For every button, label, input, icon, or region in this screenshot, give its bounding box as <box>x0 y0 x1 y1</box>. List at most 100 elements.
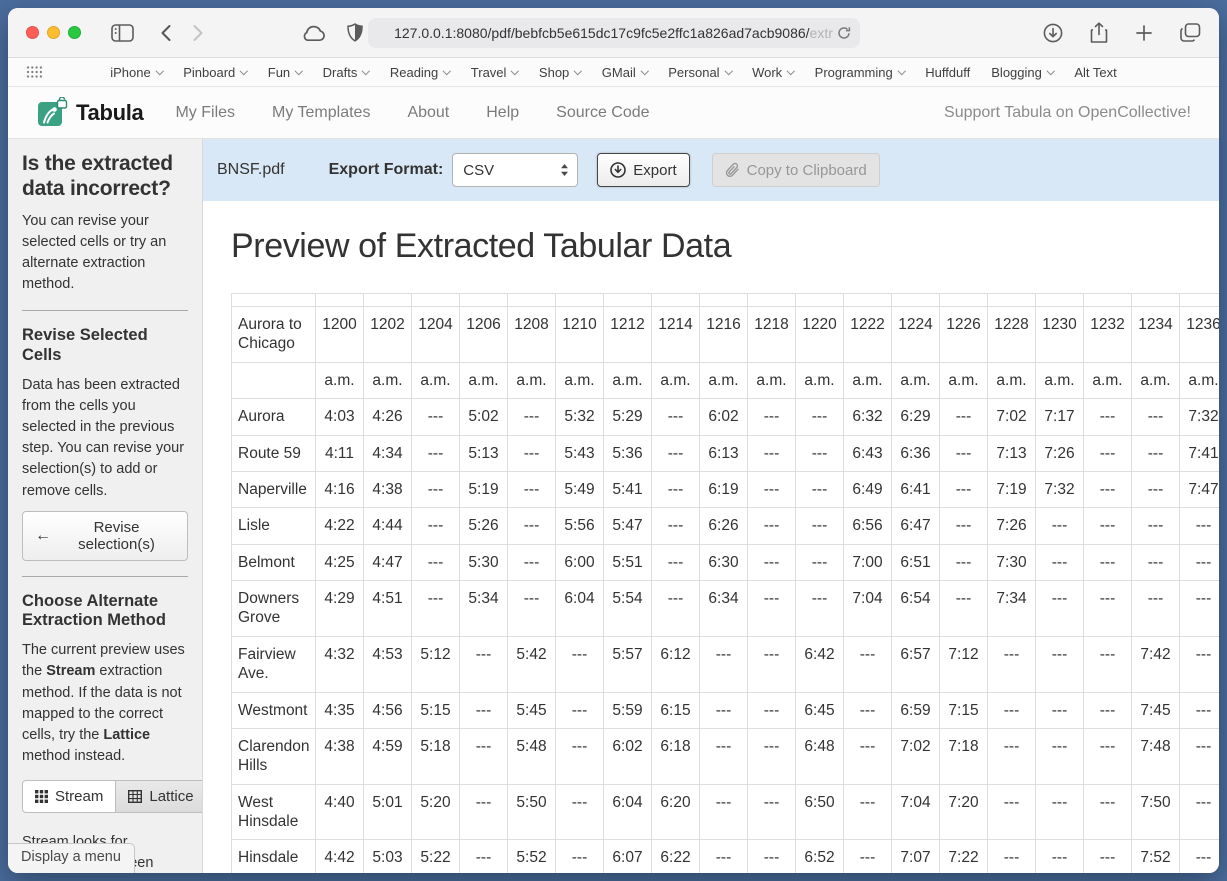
table-header-row: Aurora to Chicago 1200 1202 1204 1206 1208 121… <box>231 306 1219 363</box>
time-cell: --- <box>507 580 556 637</box>
time-cell: --- <box>1131 470 1180 509</box>
nav-my-templates[interactable]: My Templates <box>272 103 371 121</box>
time-cell: --- <box>1179 727 1219 785</box>
station-cell: Westmont <box>231 691 316 729</box>
downloads-icon[interactable] <box>1043 23 1063 43</box>
bookmark-item[interactable]: Pinboard <box>183 65 248 80</box>
time-cell: 7:17 <box>1035 398 1084 436</box>
train-number-cell: 1232 <box>1083 306 1132 363</box>
export-format-select[interactable]: CSV <box>452 153 579 187</box>
privacy-shield-icon[interactable] <box>347 23 363 42</box>
bookmark-item[interactable]: Alt Text <box>1074 64 1117 80</box>
time-cell: 7:13 <box>987 434 1036 472</box>
time-cell: 6:59 <box>891 691 940 729</box>
chevron-down-icon <box>511 66 520 75</box>
time-cell: --- <box>411 543 460 582</box>
time-cell: 7:52 <box>1131 839 1180 873</box>
bookmark-item[interactable]: Work <box>752 65 795 80</box>
time-cell: --- <box>651 434 700 472</box>
station-cell: West Hinsdale <box>231 783 316 841</box>
empty-cell <box>795 293 844 307</box>
stream-method-button[interactable]: Stream <box>22 780 117 814</box>
export-button[interactable]: Export <box>597 153 690 187</box>
share-icon[interactable] <box>1090 21 1108 44</box>
time-cell: --- <box>939 580 988 637</box>
time-cell: 6:57 <box>891 635 940 693</box>
time-cell: --- <box>411 470 460 509</box>
time-cell: 6:36 <box>891 434 940 472</box>
time-cell: --- <box>651 580 700 637</box>
nav-source-code[interactable]: Source Code <box>556 103 650 121</box>
minimize-window-button[interactable] <box>47 26 60 39</box>
station-cell: Route 59 <box>231 434 316 472</box>
empty-cell <box>939 293 988 307</box>
time-cell: --- <box>507 543 556 582</box>
bookmark-item[interactable]: Travel <box>471 65 520 80</box>
bookmark-item[interactable]: Fun <box>268 65 303 80</box>
bookmark-item[interactable]: Shop <box>539 65 582 80</box>
time-cell: 6:04 <box>603 783 652 841</box>
zoom-window-button[interactable] <box>68 26 81 39</box>
nav-about[interactable]: About <box>407 103 450 121</box>
divider <box>22 575 188 577</box>
bookmark-item[interactable]: Blogging <box>991 65 1055 80</box>
sidebar-intro: You can revise your selected cells or tr… <box>22 212 167 292</box>
close-window-button[interactable] <box>26 26 39 39</box>
time-cell: 5:47 <box>603 507 652 545</box>
time-cell: 7:12 <box>939 635 988 693</box>
time-cell: 6:18 <box>651 727 700 785</box>
bookmark-item[interactable]: Huffduff <box>925 64 971 80</box>
bookmark-item[interactable]: Reading <box>390 65 451 80</box>
back-button[interactable] <box>160 24 171 42</box>
time-cell: 4:56 <box>363 691 412 729</box>
empty-cell <box>1083 293 1132 307</box>
support-link[interactable]: Support Tabula on OpenCollective! <box>944 103 1191 121</box>
bookmark-item[interactable]: Personal <box>668 65 733 80</box>
preview-content: Preview of Extracted Tabular Data Aurora… <box>203 201 1219 873</box>
bookmark-item[interactable]: Drafts <box>323 65 370 80</box>
train-number-cell: 1204 <box>411 306 460 363</box>
time-cell: 6:29 <box>891 398 940 436</box>
time-cell: --- <box>651 470 700 509</box>
empty-cell <box>891 293 940 307</box>
time-cell: --- <box>1083 398 1132 436</box>
time-cell: 6:02 <box>699 398 748 436</box>
icloud-icon[interactable] <box>300 24 327 42</box>
time-cell: --- <box>411 434 460 472</box>
time-cell: 6:34 <box>699 580 748 637</box>
bookmark-item[interactable]: Programming <box>815 65 906 80</box>
revise-selections-button[interactable]: ← Revise selection(s) <box>22 510 188 561</box>
tabula-brand[interactable]: Tabula <box>36 97 144 128</box>
empty-cell <box>507 293 556 307</box>
time-cell: --- <box>843 783 892 841</box>
time-cell: --- <box>795 543 844 582</box>
copy-to-clipboard-button[interactable]: Copy to Clipboard <box>711 153 880 187</box>
forward-button[interactable] <box>193 24 204 42</box>
time-cell: 6:42 <box>795 635 844 693</box>
reload-icon[interactable] <box>837 26 851 40</box>
empty-cell <box>363 293 412 307</box>
time-cell: --- <box>1083 434 1132 472</box>
time-cell: 6:22 <box>651 839 700 873</box>
new-tab-icon[interactable] <box>1135 24 1153 42</box>
time-cell: 7:02 <box>987 398 1036 436</box>
station-cell: Belmont <box>231 543 316 582</box>
sidebar-toggle-icon[interactable] <box>111 23 134 42</box>
empty-cell <box>231 293 316 307</box>
time-cell: 6:13 <box>699 434 748 472</box>
bookmarks-grid-icon[interactable] <box>26 65 43 79</box>
lattice-method-button[interactable]: Lattice <box>116 780 202 814</box>
time-cell: 6:52 <box>795 839 844 873</box>
train-number-cell: 1200 <box>315 306 364 363</box>
time-cell: 5:51 <box>603 543 652 582</box>
bookmark-item[interactable]: iPhone <box>110 65 164 80</box>
time-cell: --- <box>1083 543 1132 582</box>
time-cell: 4:44 <box>363 507 412 545</box>
tab-overview-icon[interactable] <box>1180 23 1201 42</box>
time-cell: --- <box>555 727 604 785</box>
bookmark-item[interactable]: GMail <box>602 65 649 80</box>
time-cell: --- <box>1083 635 1132 693</box>
nav-help[interactable]: Help <box>486 103 520 121</box>
address-bar[interactable]: 127.0.0.1:8080/pdf/bebfcb5e615dc17c9fc5e… <box>367 17 860 48</box>
nav-my-files[interactable]: My Files <box>175 103 236 121</box>
